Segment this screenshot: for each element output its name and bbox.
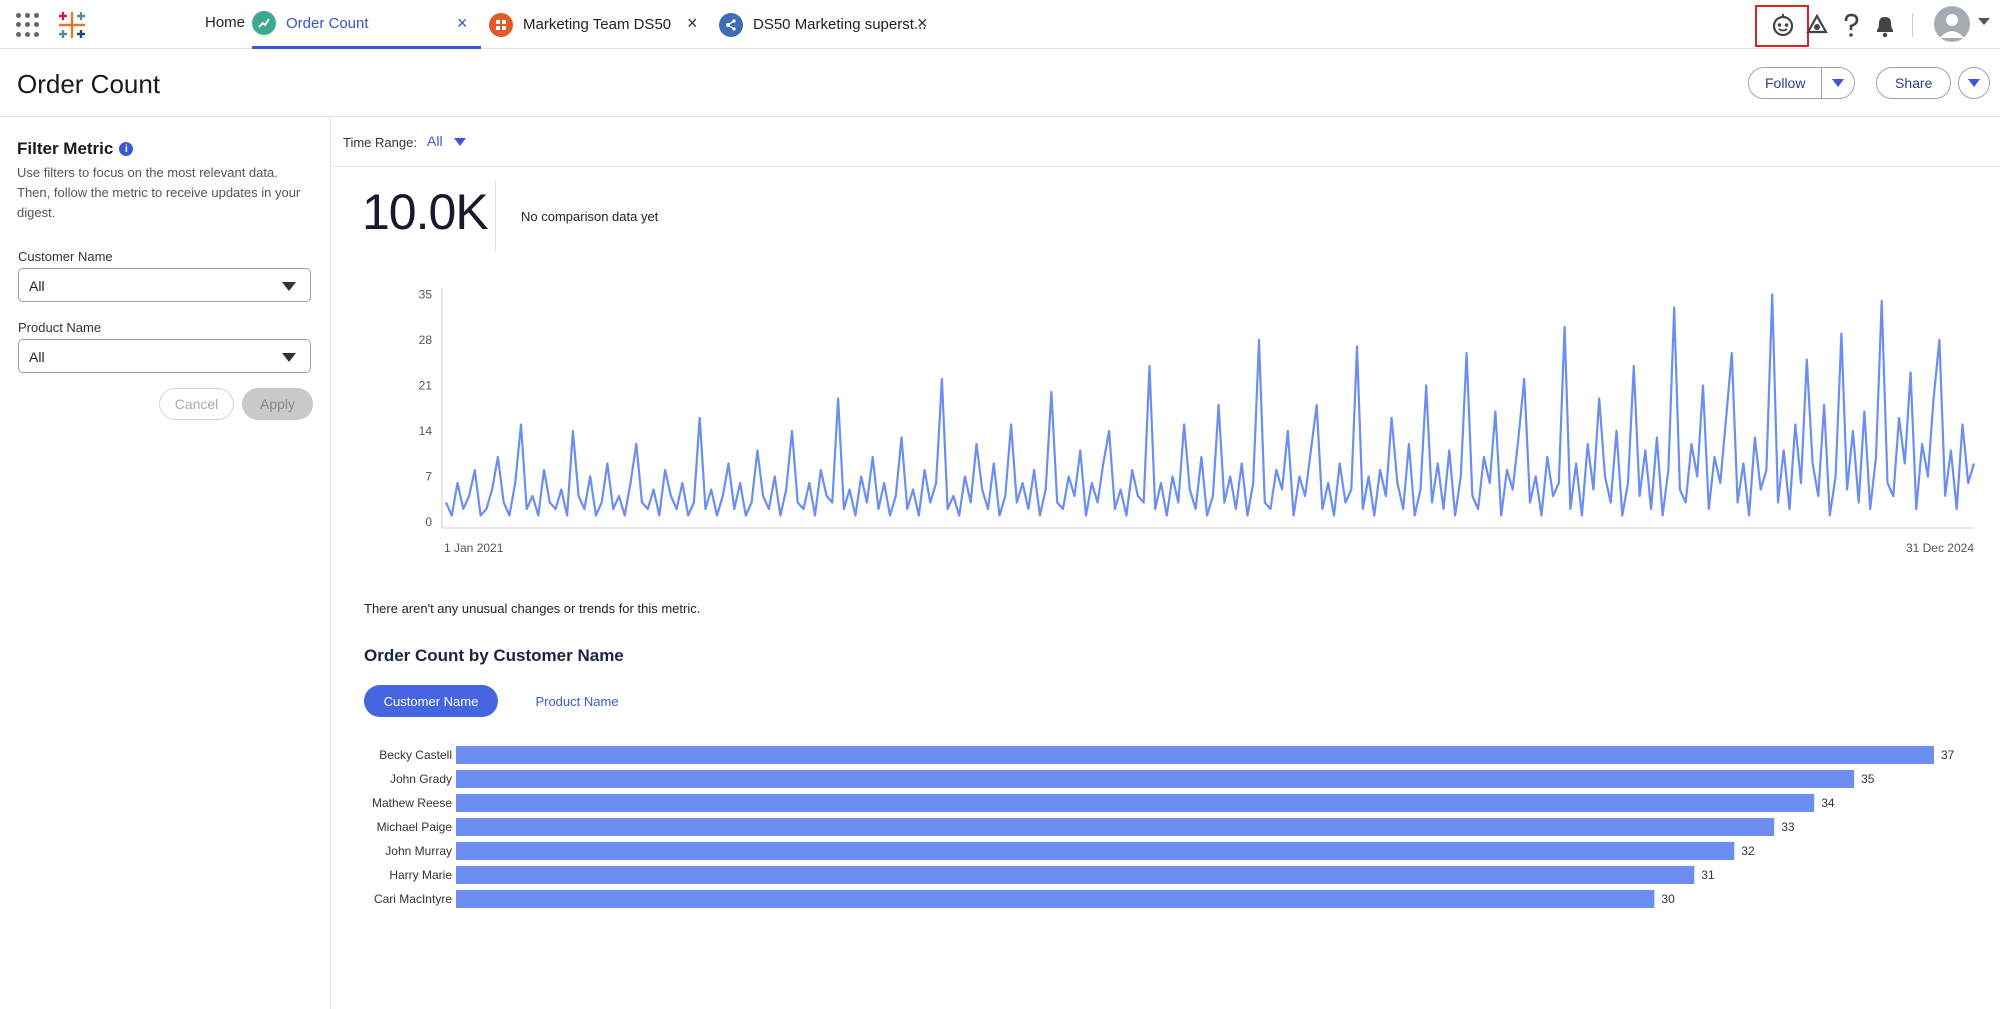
agent-icon[interactable] [1766,8,1800,42]
order-count-line-chart: 0 7 14 21 28 35 1 Jan 2021 31 Dec 2024 [419,288,1976,555]
bar-category-label: Becky Castell [379,748,452,762]
collection-icon [489,12,513,37]
follow-options-button[interactable] [1822,68,1855,98]
follow-button[interactable]: Follow [1749,68,1823,98]
customer-name-label: Customer Name [18,249,113,264]
filter-panel: Filter Metric i Use filters to focus on … [0,117,331,1009]
y-tick-label: 0 [425,515,432,529]
y-tick-label: 35 [419,288,433,302]
chevron-down-icon [1832,79,1845,87]
bar-category-label: Michael Paige [377,820,453,834]
bar-value-label: 34 [1821,796,1835,810]
metric-value: 10.0K [362,184,489,240]
bar-value-label: 37 [1941,748,1955,762]
filter-title: Filter Metric i [17,139,134,159]
bar[interactable] [456,866,1695,884]
bar-category-label: John Murray [385,844,452,858]
tab-label: Marketing Team DS50 [523,16,672,33]
toolbar-icons [1766,8,1902,42]
cancel-button[interactable]: Cancel [159,388,234,420]
chevron-down-icon [282,282,296,291]
bar[interactable] [456,770,1855,788]
filter-description: Use filters to focus on the most relevan… [17,165,301,220]
bar-value-label: 32 [1741,844,1755,858]
bar[interactable] [456,890,1655,908]
customer-name-value: All [29,278,45,294]
series-line [444,293,1976,517]
bar-category-label: Cari MacIntyre [374,892,452,906]
apply-button[interactable]: Apply [242,388,313,420]
y-tick-label: 28 [419,333,433,347]
bar[interactable] [456,794,1815,812]
top-bar: Home Order Count × Marketing Team DS50 ×… [0,0,2000,49]
insight-text: There aren't any unusual changes or tren… [364,601,701,616]
data-source-icon [719,12,743,37]
customer-bar-chart: Becky Castell 37 John Grady 35 Mathew Reese 3… [372,746,1955,908]
customer-name-select[interactable]: All [18,268,311,302]
close-icon[interactable]: × [917,13,928,33]
tab-order-count[interactable]: Order Count × [252,0,481,49]
chevron-down-icon [282,353,296,362]
metric-icon [252,11,276,35]
breakdown-title: Order Count by Customer Name [364,646,624,665]
highlight-box [1755,5,1809,47]
chevron-down-icon[interactable] [454,138,466,146]
y-tick-label: 14 [419,424,433,438]
more-actions-button[interactable] [1958,67,1990,99]
tab-marketing-team[interactable]: Marketing Team DS50 × [489,0,709,49]
tab-home[interactable]: Home [205,14,246,31]
bar-value-label: 31 [1701,868,1715,882]
app-launcher-icon[interactable] [16,13,40,37]
chevron-down-icon [1968,79,1980,87]
y-tick-label: 21 [419,379,433,393]
x-tick-label: 31 Dec 2024 [1906,541,1974,555]
tableau-logo[interactable] [55,8,89,42]
product-name-select[interactable]: All [18,339,311,373]
tab-label: Order Count [286,14,369,32]
bar-value-label: 30 [1661,892,1675,906]
x-tick-label: 1 Jan 2021 [444,541,504,555]
tab-product-name[interactable]: Product Name [515,685,639,717]
bar-value-label: 33 [1781,820,1795,834]
avatar[interactable] [1934,6,1970,42]
divider [495,180,496,252]
tab-ds50-marketing[interactable]: DS50 Marketing superst... × [719,0,939,49]
follow-group: Follow [1748,67,1856,99]
info-icon[interactable]: i [119,142,134,156]
time-range-select[interactable]: All [427,133,443,149]
share-button[interactable]: Share [1876,67,1952,99]
shield-icon[interactable] [1800,8,1834,42]
chevron-down-icon[interactable] [1978,18,1990,25]
y-tick-label: 7 [425,470,432,484]
close-icon[interactable]: × [687,13,698,33]
filter-title-text: Filter Metric [17,139,114,158]
bar[interactable] [456,818,1775,836]
close-icon[interactable]: × [457,13,468,33]
comparison-text: No comparison data yet [521,209,659,224]
bar[interactable] [456,746,1934,764]
divider [1912,13,1913,37]
product-name-value: All [29,349,45,365]
bell-icon[interactable] [1868,8,1902,42]
tab-label: DS50 Marketing superst... [753,16,927,33]
page-header: Order Count Follow Share [0,49,2000,117]
bar-category-label: Mathew Reese [372,796,452,810]
help-icon[interactable] [1834,8,1868,42]
tab-customer-name[interactable]: Customer Name [364,685,498,717]
bar-category-label: Harry Marie [389,868,452,882]
time-range-label: Time Range: [343,135,417,150]
bar-value-label: 35 [1861,772,1875,786]
time-range-bar: Time Range: All [332,117,2000,167]
bar-category-label: John Grady [390,772,452,786]
bar[interactable] [456,842,1735,860]
page-title: Order Count [17,69,161,99]
product-name-label: Product Name [18,320,102,335]
